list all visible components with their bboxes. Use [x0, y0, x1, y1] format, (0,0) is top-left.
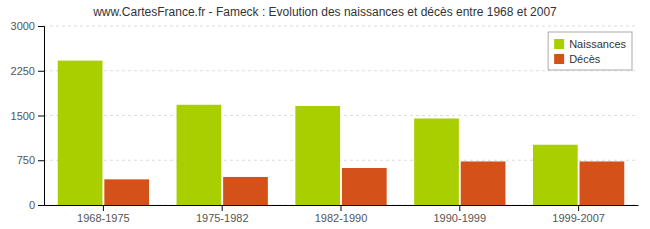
bars — [58, 61, 625, 205]
bar — [295, 106, 340, 205]
legend-box — [548, 32, 632, 70]
y-tick-label: 3000 — [11, 20, 35, 32]
grid-line — [44, 26, 638, 27]
grid — [44, 26, 638, 205]
x-tick: 1975-1982 — [196, 205, 249, 224]
x-tick-mark — [578, 205, 579, 211]
bar — [104, 179, 149, 205]
chart-container: www.CartesFrance.fr - Fameck : Evolution… — [0, 0, 650, 229]
x-tick: 1990-1999 — [433, 205, 486, 224]
y-tick: 2250 — [11, 65, 44, 77]
legend-swatch — [554, 39, 564, 49]
y-axis: 0 750 1500 2250 3000 — [11, 20, 45, 211]
bar-series — [58, 61, 578, 205]
y-tick-label: 1500 — [11, 110, 35, 122]
legend-label: Décès — [569, 53, 601, 65]
chart-svg: www.CartesFrance.fr - Fameck : Evolution… — [0, 0, 650, 229]
x-tick-mark — [341, 205, 342, 211]
x-tick: 1982-1990 — [315, 205, 368, 224]
bar — [223, 177, 268, 205]
y-tick-mark — [38, 116, 44, 117]
x-tick-label: 1968-1975 — [77, 212, 130, 224]
y-tick-label: 750 — [17, 154, 35, 166]
bar-series — [104, 161, 624, 205]
bar — [342, 168, 387, 205]
bar — [414, 118, 459, 205]
y-tick: 0 — [29, 199, 44, 211]
x-axis: 1968-1975 1975-1982 1982-1990 1990-1999 1999… — [45, 205, 639, 224]
x-tick-mark — [103, 205, 104, 211]
bar — [58, 61, 103, 205]
legend-label: Naissances — [569, 38, 626, 50]
plot-area: 1968-1975 1975-1982 1982-1990 1990-1999 1999… — [11, 20, 639, 224]
y-tick-label: 0 — [29, 199, 35, 211]
bar — [533, 145, 578, 205]
x-tick-label: 1982-1990 — [315, 212, 368, 224]
x-tick: 1999-2007 — [552, 205, 605, 224]
grid-line — [44, 115, 638, 116]
y-tick-label: 2250 — [11, 65, 35, 77]
x-tick-label: 1999-2007 — [552, 212, 605, 224]
y-tick: 3000 — [11, 20, 44, 32]
y-tick: 750 — [17, 154, 44, 166]
legend-swatch — [554, 54, 564, 64]
x-tick-label: 1975-1982 — [196, 212, 249, 224]
x-tick-label: 1990-1999 — [433, 212, 486, 224]
y-tick: 1500 — [11, 110, 44, 122]
x-tick-mark — [222, 205, 223, 211]
x-tick-mark — [459, 205, 460, 211]
bar — [461, 161, 506, 205]
y-axis-line — [38, 27, 45, 206]
y-tick-mark — [38, 26, 44, 27]
x-tick: 1968-1975 — [77, 205, 130, 224]
bar — [580, 161, 625, 205]
bar — [177, 105, 222, 205]
y-tick-mark — [38, 160, 44, 161]
chart-title: www.CartesFrance.fr - Fameck : Evolution… — [92, 5, 557, 19]
y-tick-mark — [38, 205, 44, 206]
legend: Naissances Décès — [548, 32, 632, 70]
y-tick-mark — [38, 71, 44, 72]
